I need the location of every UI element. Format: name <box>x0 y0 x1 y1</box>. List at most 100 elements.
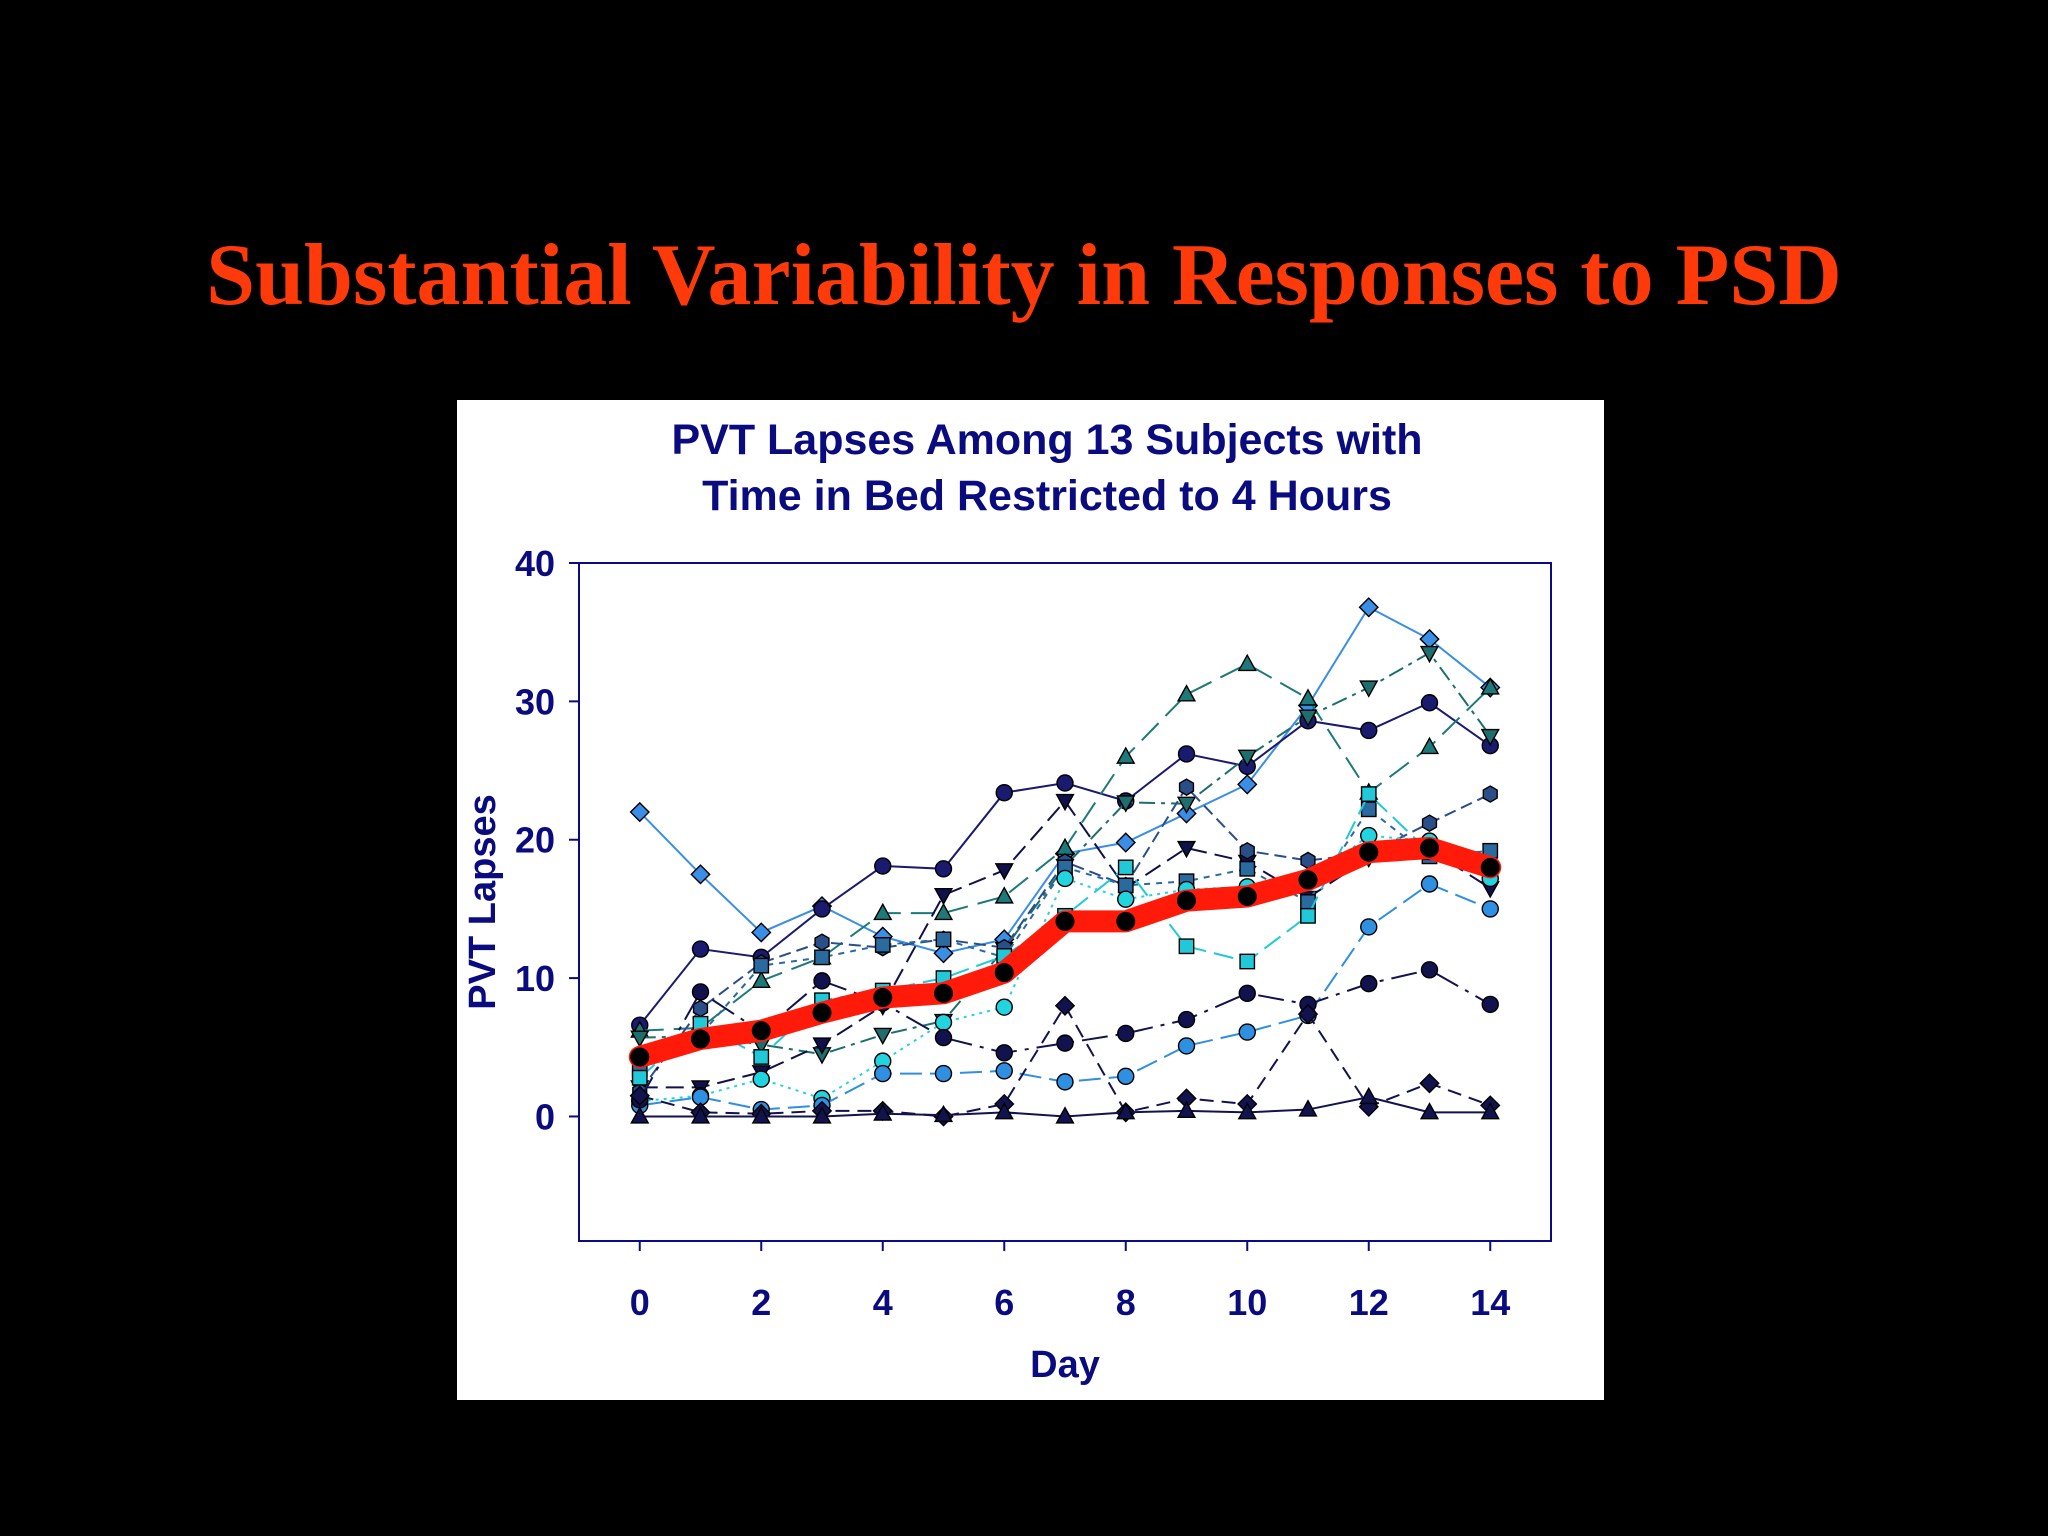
data-point-circle <box>1360 918 1378 936</box>
data-point-circle <box>1117 890 1135 908</box>
data-point-triangle <box>933 902 954 921</box>
data-point-circle <box>1117 1024 1135 1043</box>
data-point-circle <box>1420 875 1439 893</box>
data-point-triangle <box>1055 837 1075 856</box>
data-point-circle <box>1177 1037 1196 1055</box>
data-point-circle <box>995 1044 1013 1062</box>
data-point-triangle-down <box>1176 840 1197 859</box>
data-point-diamond <box>629 801 650 823</box>
data-point-circle <box>1177 1010 1196 1029</box>
data-point-circle <box>995 998 1013 1016</box>
x-axis-title: Day <box>1030 1344 1100 1386</box>
data-point-diamond <box>1115 832 1136 853</box>
data-point-hexagon <box>1482 785 1498 803</box>
data-point-circle <box>874 1064 892 1083</box>
x-tick-label: 12 <box>1349 1282 1389 1323</box>
data-point-triangle <box>1176 684 1197 702</box>
data-point-triangle <box>1480 677 1500 695</box>
data-point-triangle-down <box>1298 709 1318 727</box>
data-point-circle <box>691 940 710 958</box>
data-point-circle <box>934 1028 953 1047</box>
mean-point <box>873 987 893 1007</box>
data-point-diamond <box>751 922 772 943</box>
data-point-triangle-down <box>1055 793 1075 812</box>
data-point-triangle <box>873 1103 893 1121</box>
data-point-triangle <box>1237 1102 1257 1120</box>
data-point-square <box>1117 877 1134 894</box>
y-tick-label: 0 <box>535 1096 555 1137</box>
data-point-square <box>1300 907 1316 924</box>
data-point-diamond <box>1054 995 1076 1016</box>
data-point-triangle <box>1116 1102 1136 1120</box>
y-tick-label: 10 <box>515 958 555 999</box>
data-point-triangle <box>1055 1106 1075 1124</box>
data-point-circle <box>995 1062 1013 1080</box>
data-point-hexagon <box>692 999 709 1018</box>
data-point-diamond <box>629 1085 650 1106</box>
mean-point <box>630 1047 650 1067</box>
data-point-triangle <box>1480 1102 1500 1120</box>
data-point-circle <box>934 1013 953 1032</box>
data-point-triangle-down <box>812 1037 832 1055</box>
mean-point <box>691 1029 710 1049</box>
data-point-circle <box>1056 869 1074 888</box>
data-point-circle <box>934 1064 953 1083</box>
data-point-circle <box>1481 900 1499 918</box>
data-point-circle <box>1420 694 1439 712</box>
series-subject-13 <box>630 1086 1500 1124</box>
y-tick-label: 40 <box>515 543 555 584</box>
y-axis: 0 10 20 30 40 <box>515 543 579 1137</box>
data-point-square <box>1360 786 1377 802</box>
mean-point <box>751 1021 771 1041</box>
plot-frame <box>578 562 1552 1242</box>
data-point-diamond <box>690 864 711 885</box>
data-point-square <box>753 957 770 974</box>
pvt-lapses-chart: PVT Lapses Among 13 Subjects with Time i… <box>462 416 1552 1386</box>
mean-point <box>1055 911 1075 931</box>
data-point-square <box>1239 953 1256 970</box>
data-point-square <box>1117 859 1134 876</box>
data-point-triangle <box>1359 1086 1379 1105</box>
data-point-triangle <box>1116 746 1136 764</box>
data-point-triangle <box>1176 1100 1197 1119</box>
x-axis: 0 2 4 6 8 10 12 14 <box>630 1241 1510 1323</box>
data-point-square <box>935 931 952 948</box>
series-line <box>639 651 1492 1056</box>
mean-point <box>1359 842 1379 862</box>
data-point-triangle-down <box>933 887 954 906</box>
mean-point <box>1116 911 1136 931</box>
data-point-hexagon <box>1239 841 1255 860</box>
data-point-triangle-down <box>1419 645 1440 664</box>
data-point-triangle <box>751 970 771 988</box>
x-tick-label: 6 <box>994 1282 1014 1323</box>
data-point-diamond <box>1297 1003 1319 1025</box>
data-point-hexagon <box>1178 778 1195 796</box>
data-point-circle <box>691 983 710 1001</box>
data-point-circle <box>1056 1034 1074 1052</box>
data-point-triangle <box>873 902 893 921</box>
x-tick-label: 8 <box>1116 1282 1136 1323</box>
data-point-triangle <box>994 886 1014 904</box>
data-point-square <box>814 949 830 966</box>
chart-title-line-1: PVT Lapses Among 13 Subjects with <box>671 416 1422 464</box>
mean-point <box>934 983 953 1003</box>
mean-layer <box>628 837 1502 1068</box>
series-mean <box>628 837 1502 1068</box>
data-point-triangle <box>1237 653 1257 672</box>
data-point-triangle-down <box>873 1027 893 1046</box>
mean-point <box>1177 891 1196 911</box>
mean-point <box>1420 838 1439 858</box>
data-point-circle <box>1238 984 1256 1003</box>
data-point-square <box>631 1069 648 1086</box>
data-point-circle <box>752 1070 770 1088</box>
x-tick-label: 10 <box>1227 1282 1267 1323</box>
data-point-hexagon <box>1421 814 1438 832</box>
data-point-circle <box>934 860 953 878</box>
data-point-diamond <box>1358 597 1379 618</box>
data-point-triangle-down <box>630 1030 650 1048</box>
data-point-circle <box>813 900 831 918</box>
data-point-circle <box>1360 974 1378 993</box>
y-tick-label: 20 <box>515 820 555 861</box>
data-point-triangle-down <box>1116 795 1136 813</box>
data-point-triangle <box>933 1104 954 1123</box>
